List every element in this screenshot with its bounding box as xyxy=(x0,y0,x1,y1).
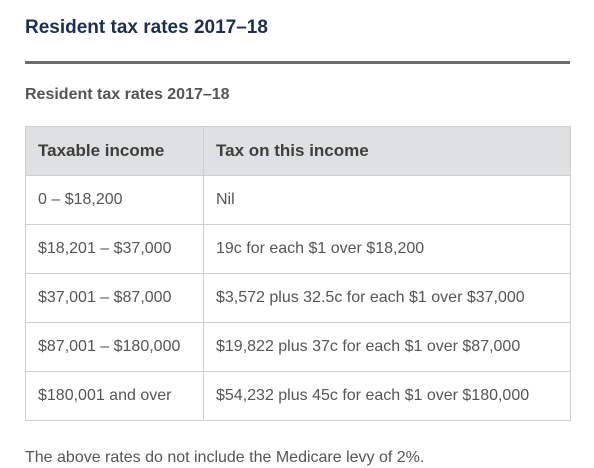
table-row: $37,001 – $87,000 $3,572 plus 32.5c for … xyxy=(25,273,571,323)
table-row: $18,201 – $37,000 19c for each $1 over $… xyxy=(25,224,571,274)
table-row: $87,001 – $180,000 $19,822 plus 37c for … xyxy=(25,322,571,372)
table-row: 0 – $18,200 Nil xyxy=(25,175,571,225)
taxable-income-cell: $180,001 and over xyxy=(25,371,204,421)
tax-amount-cell: 19c for each $1 over $18,200 xyxy=(203,224,571,274)
tax-amount-cell: Nil xyxy=(203,175,571,225)
page-title: Resident tax rates 2017–18 xyxy=(25,17,268,38)
taxable-income-cell: $37,001 – $87,000 xyxy=(25,273,204,323)
tax-amount-cell: $3,572 plus 32.5c for each $1 over $37,0… xyxy=(203,273,571,323)
table-caption: Resident tax rates 2017–18 xyxy=(25,86,230,103)
column-header-tax-on-income: Tax on this income xyxy=(203,126,571,176)
tax-rates-table: Taxable income Tax on this income 0 – $1… xyxy=(25,126,571,421)
table-header-row: Taxable income Tax on this income xyxy=(25,126,571,176)
taxable-income-cell: $87,001 – $180,000 xyxy=(25,322,204,372)
column-header-taxable-income: Taxable income xyxy=(25,126,204,176)
tax-amount-cell: $19,822 plus 37c for each $1 over $87,00… xyxy=(203,322,571,372)
table-row: $180,001 and over $54,232 plus 45c for e… xyxy=(25,371,571,421)
footnote-text: The above rates do not include the Medic… xyxy=(25,449,425,466)
taxable-income-cell: $18,201 – $37,000 xyxy=(25,224,204,274)
heading-divider xyxy=(25,61,570,64)
taxable-income-cell: 0 – $18,200 xyxy=(25,175,204,225)
tax-amount-cell: $54,232 plus 45c for each $1 over $180,0… xyxy=(203,371,571,421)
